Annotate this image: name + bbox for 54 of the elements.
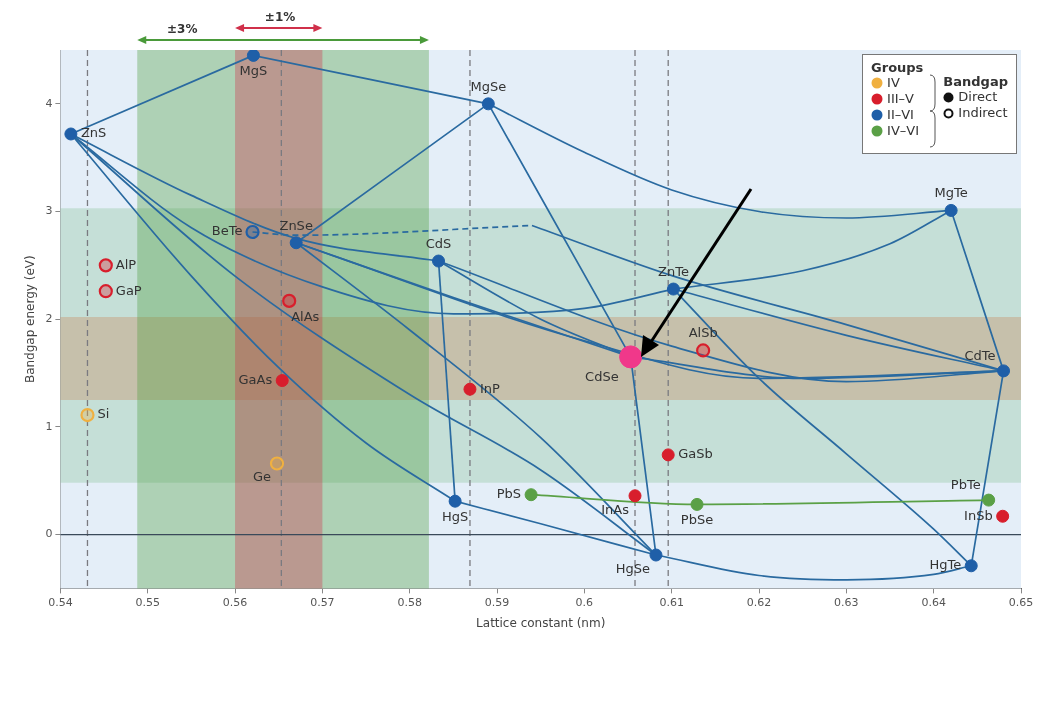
legend-label: II–VI	[887, 107, 914, 123]
x-tick-label: 0.57	[310, 595, 335, 609]
data-label: AlAs	[291, 308, 320, 324]
annotation: Indirect	[958, 105, 1008, 121]
data-label: HgSe	[615, 560, 650, 576]
data-label: MgTe	[934, 185, 968, 201]
data-label: PbSe	[680, 512, 714, 528]
annotation: Direct	[958, 89, 998, 105]
x-tick-label: 0.65	[1008, 595, 1034, 609]
data-label: Si	[97, 406, 110, 422]
x-tick-label: 0.59	[484, 595, 510, 609]
x-tick-label: 0.56	[222, 595, 248, 609]
x-tick-label: 0.61	[659, 595, 684, 609]
data-label: AlP	[115, 256, 137, 272]
annotation: Bandgap	[943, 74, 1008, 89]
data-label: PbS	[496, 486, 522, 502]
x-tick-label: 0.55	[135, 595, 160, 609]
data-label: MgSe	[470, 78, 507, 94]
data-label: ZnSe	[279, 217, 313, 233]
data-label: GaSb	[678, 446, 713, 462]
data-label: AlSb	[688, 325, 718, 341]
y-tick-label: 4	[45, 96, 53, 110]
data-label: BeTe	[211, 223, 243, 239]
legend-label: III–V	[887, 91, 914, 107]
x-axis-title: Lattice constant (nm)	[476, 615, 606, 630]
data-label: HgS	[441, 509, 469, 525]
data-label: PbTe	[950, 476, 981, 492]
y-tick-label: 2	[45, 312, 53, 326]
x-tick-label: 0.54	[48, 595, 73, 609]
data-label: GaAs	[238, 371, 273, 387]
data-label: GaP	[115, 282, 142, 298]
data-label: ZnS	[80, 125, 107, 141]
data-label: InP	[479, 380, 501, 396]
y-axis-title: Bandgap energy (eV)	[23, 255, 38, 384]
y-tick-label: 1	[45, 419, 53, 433]
data-label: CdS	[425, 235, 452, 251]
data-label: CdSe	[585, 368, 619, 384]
legend-label: IV	[887, 75, 900, 91]
band-label: ±3%	[167, 22, 198, 37]
data-label: HgTe	[929, 557, 962, 573]
x-tick-label: 0.64	[921, 595, 946, 609]
x-tick-label: 0.6	[575, 595, 594, 609]
y-tick-label: 3	[45, 204, 53, 218]
legend-title: Groups	[871, 60, 924, 75]
legend-label: IV–VI	[887, 123, 920, 139]
band-label: ±1%	[264, 10, 296, 25]
data-label: CdTe	[964, 347, 996, 363]
data-label: ZnTe	[658, 263, 689, 279]
data-label: MgS	[239, 63, 268, 79]
data-label: Ge	[252, 469, 271, 485]
x-tick-label: 0.63	[834, 595, 859, 609]
x-tick-label: 0.62	[746, 595, 772, 609]
x-tick-label: 0.58	[397, 595, 422, 609]
y-tick-label: 0	[45, 527, 53, 541]
